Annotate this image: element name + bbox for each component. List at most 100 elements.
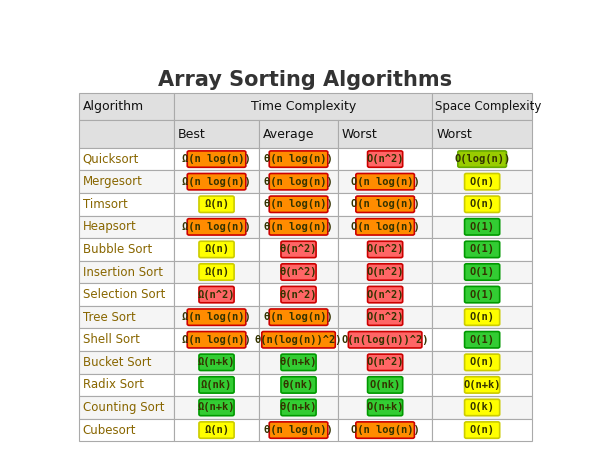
Text: θ(n log(n)): θ(n log(n)) xyxy=(264,177,333,187)
Text: O(n^2): O(n^2) xyxy=(367,267,404,277)
FancyBboxPatch shape xyxy=(174,306,259,328)
FancyBboxPatch shape xyxy=(259,328,338,351)
FancyBboxPatch shape xyxy=(187,151,246,167)
Text: Selection Sort: Selection Sort xyxy=(83,288,165,301)
FancyBboxPatch shape xyxy=(464,354,499,370)
Text: θ(n log(n)): θ(n log(n)) xyxy=(264,425,333,435)
Text: Ω(n log(n)): Ω(n log(n)) xyxy=(182,154,251,164)
Text: O(n^2): O(n^2) xyxy=(367,357,404,368)
FancyBboxPatch shape xyxy=(433,170,532,193)
FancyBboxPatch shape xyxy=(259,351,338,374)
Text: Bucket Sort: Bucket Sort xyxy=(83,356,151,369)
Text: O(n): O(n) xyxy=(470,312,495,322)
Text: Mergesort: Mergesort xyxy=(83,175,142,188)
FancyBboxPatch shape xyxy=(338,419,433,441)
FancyBboxPatch shape xyxy=(338,148,433,170)
FancyBboxPatch shape xyxy=(269,151,328,167)
Text: Ω(n log(n)): Ω(n log(n)) xyxy=(182,312,251,322)
FancyBboxPatch shape xyxy=(262,332,336,348)
Text: Worst: Worst xyxy=(342,128,377,140)
FancyBboxPatch shape xyxy=(433,93,532,121)
Text: Cubesort: Cubesort xyxy=(83,424,136,437)
Text: O(n): O(n) xyxy=(470,425,495,435)
Text: Ω(n+k): Ω(n+k) xyxy=(198,357,235,368)
Text: O(n log(n)): O(n log(n)) xyxy=(351,199,420,209)
FancyBboxPatch shape xyxy=(356,196,414,212)
FancyBboxPatch shape xyxy=(269,196,328,212)
FancyBboxPatch shape xyxy=(464,309,499,325)
FancyBboxPatch shape xyxy=(338,351,433,374)
FancyBboxPatch shape xyxy=(368,286,403,303)
FancyBboxPatch shape xyxy=(433,121,532,148)
FancyBboxPatch shape xyxy=(79,351,174,374)
FancyBboxPatch shape xyxy=(338,328,433,351)
FancyBboxPatch shape xyxy=(199,286,234,303)
FancyBboxPatch shape xyxy=(174,193,259,216)
Text: O(n+k): O(n+k) xyxy=(367,403,404,412)
FancyBboxPatch shape xyxy=(259,396,338,419)
Text: θ(nk): θ(nk) xyxy=(283,380,314,390)
FancyBboxPatch shape xyxy=(174,396,259,419)
FancyBboxPatch shape xyxy=(79,261,174,283)
FancyBboxPatch shape xyxy=(174,419,259,441)
FancyBboxPatch shape xyxy=(433,148,532,170)
FancyBboxPatch shape xyxy=(433,351,532,374)
Text: Ω(n log(n)): Ω(n log(n)) xyxy=(182,222,251,232)
FancyBboxPatch shape xyxy=(356,422,414,438)
FancyBboxPatch shape xyxy=(338,193,433,216)
FancyBboxPatch shape xyxy=(259,148,338,170)
FancyBboxPatch shape xyxy=(356,174,414,190)
FancyBboxPatch shape xyxy=(464,422,499,438)
FancyBboxPatch shape xyxy=(368,377,403,393)
FancyBboxPatch shape xyxy=(464,332,499,348)
Text: Time Complexity: Time Complexity xyxy=(252,100,356,114)
Text: Worst: Worst xyxy=(436,128,472,140)
FancyBboxPatch shape xyxy=(79,148,174,170)
FancyBboxPatch shape xyxy=(433,419,532,441)
Text: Best: Best xyxy=(178,128,205,140)
FancyBboxPatch shape xyxy=(433,396,532,419)
FancyBboxPatch shape xyxy=(281,354,316,370)
FancyBboxPatch shape xyxy=(259,374,338,396)
Text: O(n): O(n) xyxy=(470,199,495,209)
Text: Ω(n): Ω(n) xyxy=(204,199,229,209)
FancyBboxPatch shape xyxy=(269,219,328,235)
FancyBboxPatch shape xyxy=(259,306,338,328)
Text: Quicksort: Quicksort xyxy=(83,153,139,166)
Text: Insertion Sort: Insertion Sort xyxy=(83,265,163,279)
Text: θ(n^2): θ(n^2) xyxy=(280,267,317,277)
FancyBboxPatch shape xyxy=(259,238,338,261)
FancyBboxPatch shape xyxy=(368,264,403,280)
Text: O(n^2): O(n^2) xyxy=(367,312,404,322)
FancyBboxPatch shape xyxy=(79,216,174,238)
FancyBboxPatch shape xyxy=(281,264,316,280)
FancyBboxPatch shape xyxy=(464,174,499,190)
FancyBboxPatch shape xyxy=(458,151,507,167)
FancyBboxPatch shape xyxy=(269,174,328,190)
FancyBboxPatch shape xyxy=(259,419,338,441)
FancyBboxPatch shape xyxy=(338,216,433,238)
FancyBboxPatch shape xyxy=(259,170,338,193)
FancyBboxPatch shape xyxy=(433,261,532,283)
FancyBboxPatch shape xyxy=(433,238,532,261)
FancyBboxPatch shape xyxy=(338,238,433,261)
Text: O(1): O(1) xyxy=(470,267,495,277)
Text: O(n^2): O(n^2) xyxy=(367,245,404,254)
Text: Heapsort: Heapsort xyxy=(83,220,136,233)
FancyBboxPatch shape xyxy=(464,399,499,416)
FancyBboxPatch shape xyxy=(464,241,499,258)
FancyBboxPatch shape xyxy=(199,264,234,280)
Text: O(1): O(1) xyxy=(470,222,495,232)
FancyBboxPatch shape xyxy=(433,283,532,306)
FancyBboxPatch shape xyxy=(368,309,403,325)
FancyBboxPatch shape xyxy=(187,174,246,190)
Text: O(n log(n)): O(n log(n)) xyxy=(351,222,420,232)
Text: O(1): O(1) xyxy=(470,289,495,299)
Text: θ(n^2): θ(n^2) xyxy=(280,289,317,299)
FancyBboxPatch shape xyxy=(338,121,433,148)
Text: θ(n+k): θ(n+k) xyxy=(280,357,317,368)
Text: Tree Sort: Tree Sort xyxy=(83,311,135,324)
FancyBboxPatch shape xyxy=(199,241,234,258)
FancyBboxPatch shape xyxy=(281,241,316,258)
Text: O(1): O(1) xyxy=(470,335,495,345)
